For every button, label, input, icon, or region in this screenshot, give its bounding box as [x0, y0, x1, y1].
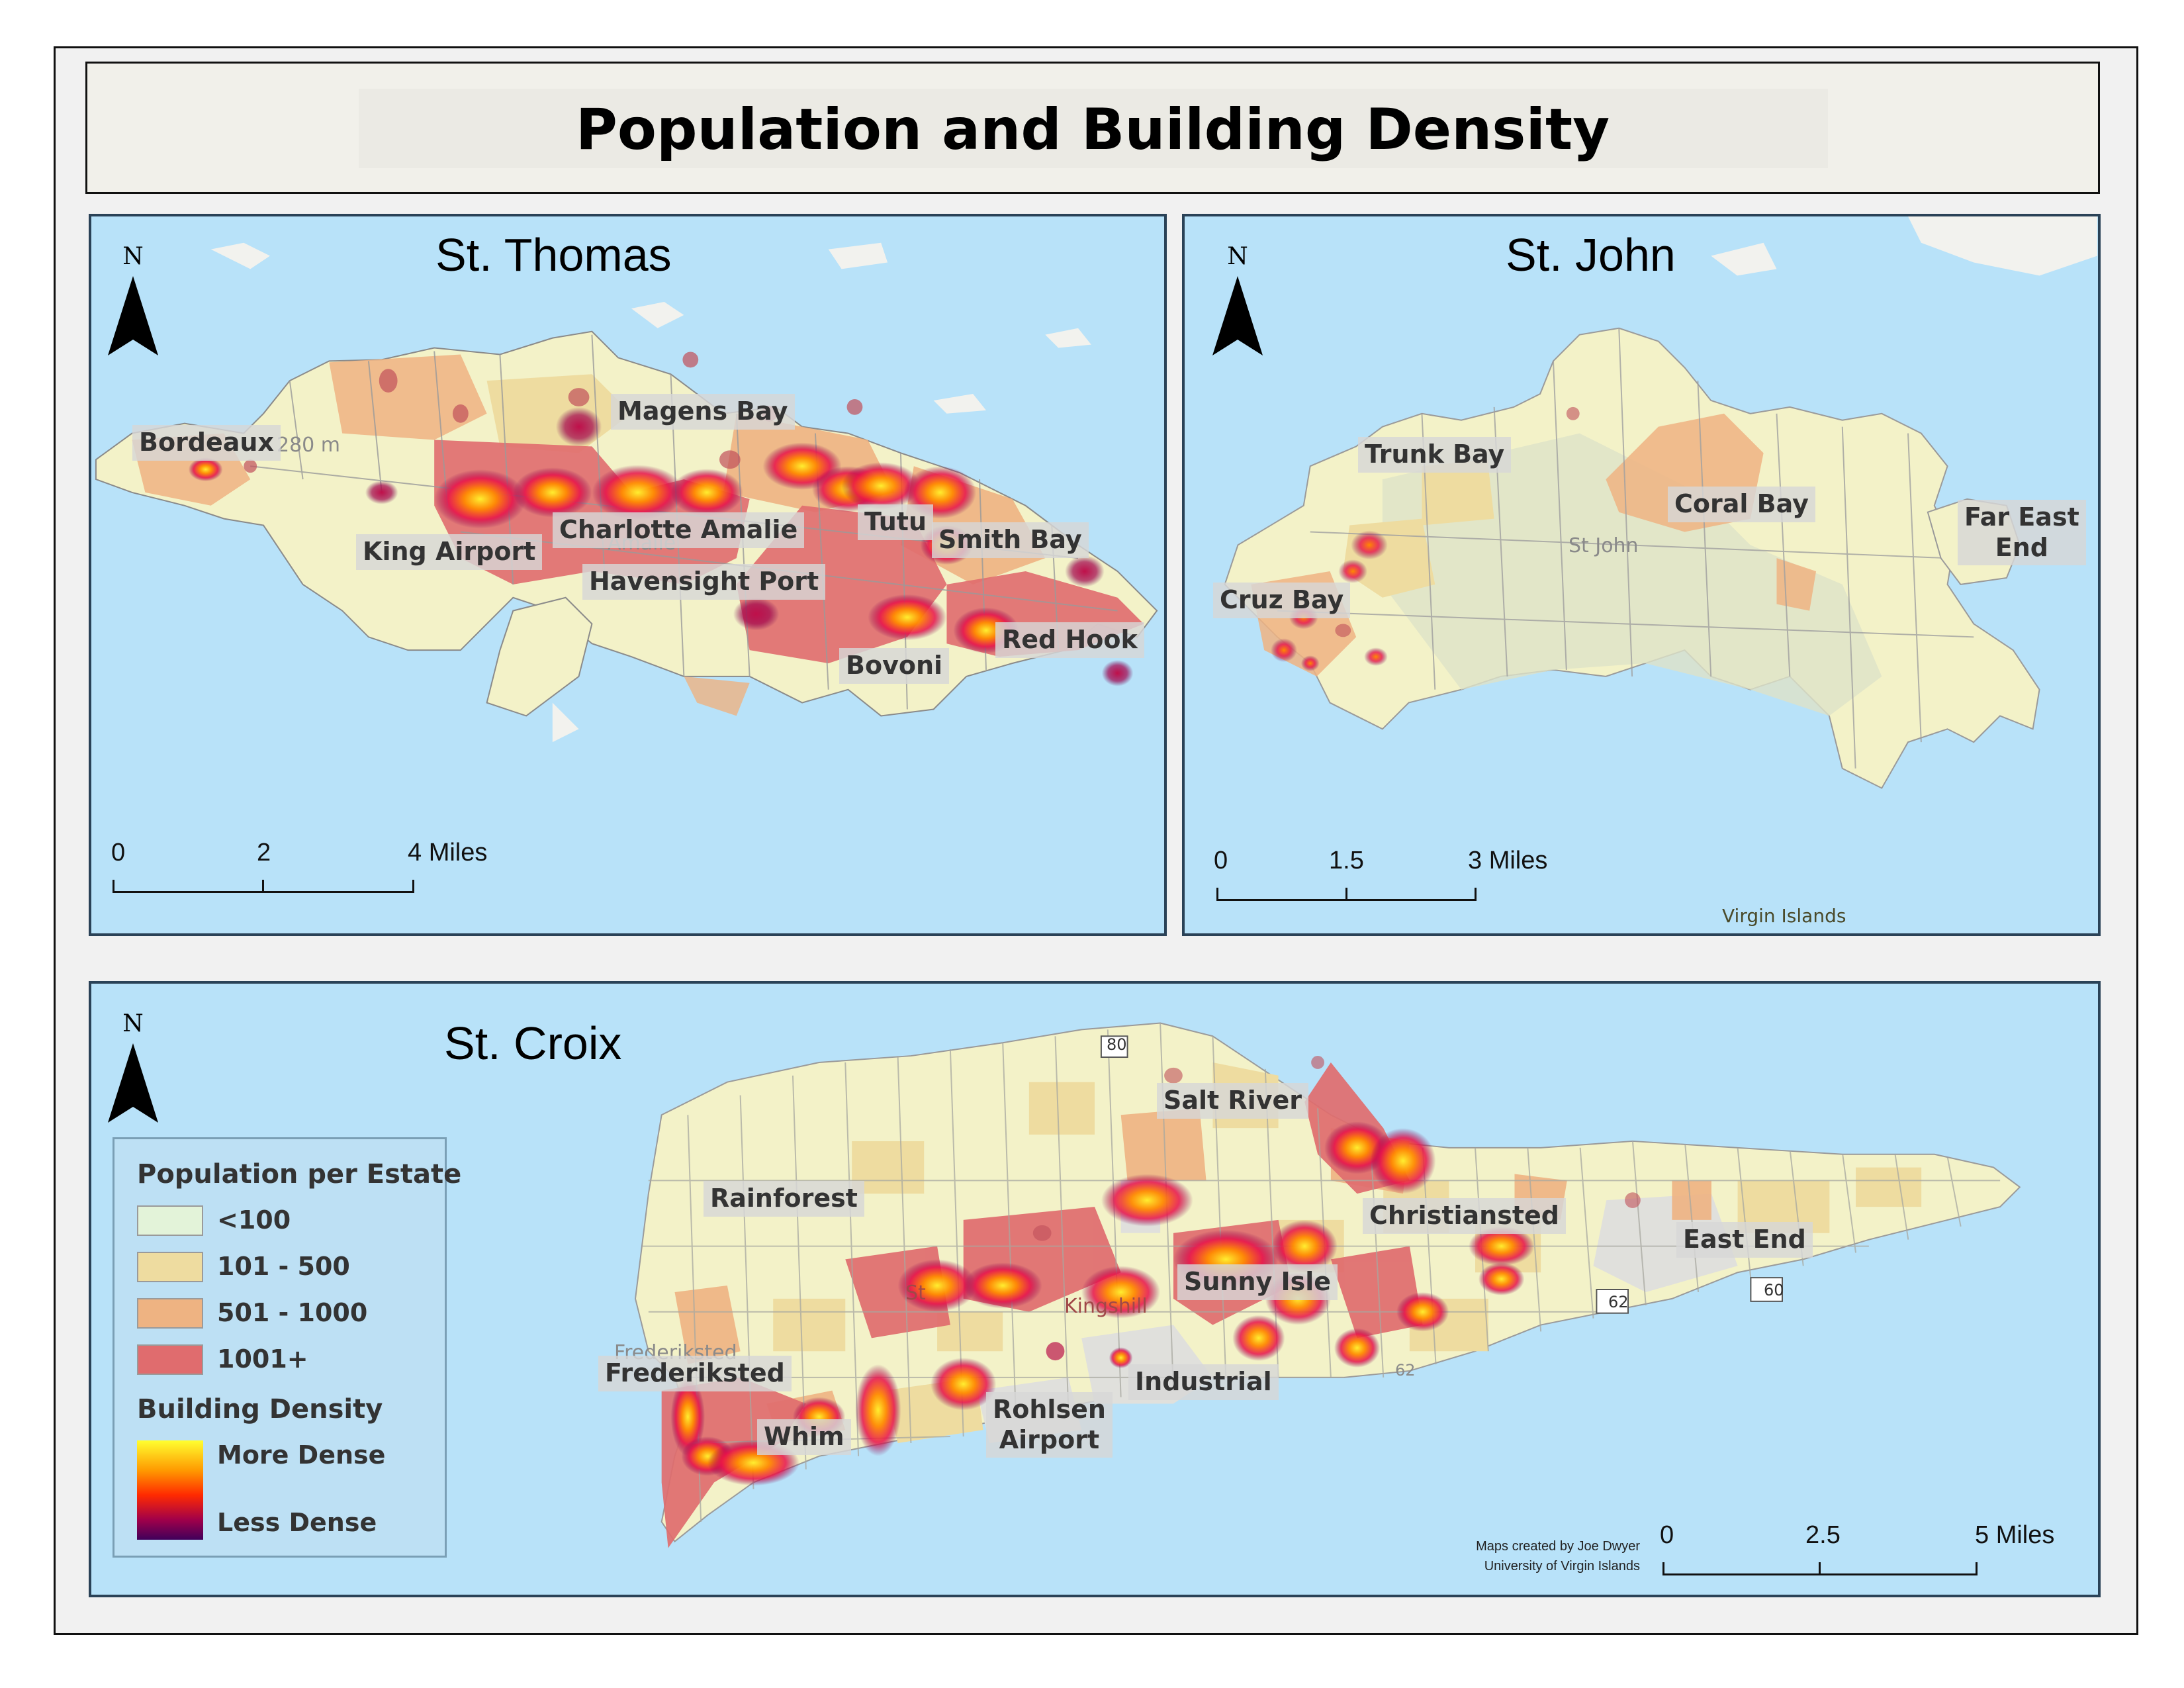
- map-panel-st-john[interactable]: St. John N St John Trunk Bay Coral Bay C…: [1182, 214, 2101, 936]
- legend-label-501-1000: 501 - 1000: [217, 1298, 368, 1327]
- st-john-map: [1224, 216, 2097, 789]
- scale-tick-0: 0: [1660, 1521, 1674, 1549]
- road-shields: [1100, 1035, 1783, 1314]
- place-label-havensight-port: Havensight Port: [582, 564, 826, 600]
- legend-label-lt100: <100: [217, 1205, 291, 1235]
- legend-swatch-lt100: [137, 1205, 203, 1236]
- town-text-st: St: [905, 1282, 926, 1305]
- place-label-east-end: East End: [1676, 1222, 1813, 1258]
- legend-label-more-dense: More Dense: [217, 1440, 386, 1470]
- basemap-credit: Virgin Islands: [1722, 905, 1846, 927]
- legend-title-population: Population per Estate: [137, 1159, 462, 1190]
- place-label-smith-bay: Smith Bay: [932, 522, 1089, 558]
- place-label-cruz-bay: Cruz Bay: [1213, 583, 1351, 618]
- scale-tick-mid: 2.5: [1805, 1521, 1841, 1549]
- north-label: N: [1227, 243, 1248, 270]
- scale-tick-end: 5 Miles: [1975, 1521, 2055, 1549]
- legend-label-less-dense: Less Dense: [217, 1508, 377, 1537]
- legend-label-1001-plus: 1001+: [217, 1344, 308, 1374]
- place-label-bovoni: Bovoni: [839, 648, 950, 684]
- road-shield-62: 62: [1608, 1293, 1629, 1311]
- page-title: Population and Building Density: [575, 97, 1610, 163]
- place-label-red-hook: Red Hook: [995, 622, 1144, 658]
- map-legend: Population per Estate <100 101 - 500 501…: [113, 1137, 461, 1558]
- credit-institution: University of Virgin Islands: [1484, 1559, 1640, 1573]
- place-label-whim: Whim: [757, 1419, 851, 1455]
- north-arrow-icon: [108, 276, 158, 355]
- legend-swatch-101-500: [137, 1252, 203, 1282]
- north-arrow: N: [103, 1010, 163, 1123]
- scale-tick-0: 0: [1214, 847, 1228, 874]
- place-label-king-airport: King Airport: [356, 534, 543, 570]
- legend-label-101-500: 101 - 500: [217, 1252, 350, 1281]
- road-shield-60: 60: [1764, 1281, 1784, 1299]
- legend-swatch-501-1000: [137, 1298, 203, 1329]
- title-box: Population and Building Density: [85, 62, 2100, 194]
- st-john-title: St. John: [1506, 229, 1676, 281]
- scale-bar-st-thomas: 0 2 4 Miles: [111, 839, 487, 912]
- scale-bar-st-john: 0 1.5 3 Miles: [1214, 847, 1547, 919]
- place-label-frederiksted: Frederiksted: [598, 1356, 792, 1391]
- scale-bar-st-croix: 0 2.5 5 Miles: [1660, 1521, 2054, 1594]
- north-arrow-icon: [108, 1043, 158, 1123]
- st-croix-title: St. Croix: [444, 1017, 622, 1069]
- place-label-charlotte-amalie: Charlotte Amalie: [553, 512, 805, 548]
- elevation-text: 280 m: [277, 434, 341, 457]
- place-label-christiansted: Christiansted: [1363, 1198, 1566, 1234]
- place-label-magens-bay: Magens Bay: [611, 394, 795, 430]
- credit-author: Maps created by Joe Dwyer: [1476, 1539, 1640, 1554]
- scale-tick-0: 0: [111, 839, 126, 867]
- north-label: N: [122, 1010, 144, 1037]
- place-label-rainforest: Rainforest: [704, 1181, 864, 1217]
- place-label-industrial: Industrial: [1128, 1364, 1279, 1400]
- legend-swatch-1001-plus: [137, 1344, 203, 1375]
- town-text-kingshill: Kingshill: [1064, 1295, 1148, 1318]
- place-label-tutu: Tutu: [858, 504, 934, 540]
- place-label-trunk-bay: Trunk Bay: [1358, 437, 1512, 473]
- place-label-bordeaux: Bordeaux: [132, 425, 281, 461]
- scale-tick-mid: 1.5: [1329, 847, 1364, 874]
- st-thomas-title: St. Thomas: [435, 229, 672, 281]
- place-label-far-east-end: Far East End: [1958, 500, 2086, 566]
- map-panel-st-thomas[interactable]: St. Thomas N 280 m Amalie Bordeaux Magen…: [89, 214, 1167, 936]
- place-label-rohlsen-airport: Rohlsen Airport: [986, 1392, 1113, 1458]
- north-label: N: [122, 243, 144, 270]
- legend-title-density: Building Density: [137, 1394, 383, 1425]
- place-label-salt-river: Salt River: [1157, 1083, 1308, 1119]
- place-label-coral-bay: Coral Bay: [1668, 487, 1815, 522]
- road-shield-80: 80: [1107, 1035, 1127, 1054]
- island-text: St John: [1569, 534, 1639, 557]
- scale-tick-end: 3 Miles: [1468, 847, 1548, 874]
- north-arrow: N: [1208, 243, 1267, 355]
- north-arrow: N: [103, 243, 163, 355]
- legend-density-ramp: [137, 1440, 203, 1540]
- north-arrow-icon: [1212, 276, 1263, 355]
- map-credit: Maps created by Joe Dwyer University of …: [1415, 1536, 1640, 1576]
- scale-tick-mid: 2: [257, 839, 271, 867]
- scale-tick-end: 4 Miles: [408, 839, 488, 867]
- road-label-62: 62: [1395, 1361, 1416, 1380]
- place-label-sunny-isle: Sunny Isle: [1177, 1264, 1338, 1300]
